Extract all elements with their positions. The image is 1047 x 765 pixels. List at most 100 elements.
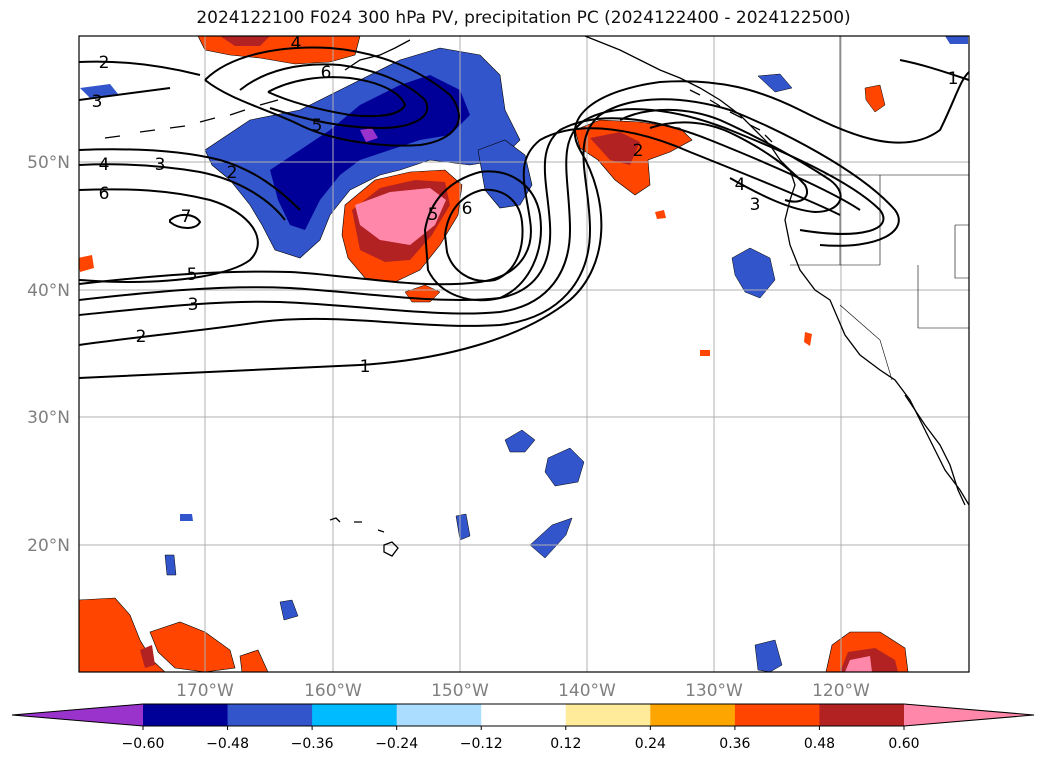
lon-label-120w: 120°W	[812, 681, 870, 701]
contour-east-inner2	[649, 121, 808, 203]
colorbar-segment	[143, 704, 229, 726]
colorbar-segment	[481, 704, 567, 726]
colorbar-tick-label: −0.48	[206, 736, 249, 752]
contour-label-1b: 1	[948, 69, 959, 89]
contour-label-2d: 2	[633, 141, 644, 161]
colorbar-tick-label: 0.36	[719, 736, 750, 752]
pos-precip-sw3	[239, 649, 269, 672]
contour-east-inner	[619, 108, 842, 214]
neg-precip-2	[544, 447, 585, 487]
colorbar-tick-label: −0.36	[291, 736, 334, 752]
contour-3	[79, 108, 885, 316]
contour-label-4c: 4	[735, 175, 746, 195]
lon-label-140w: 140°W	[558, 681, 616, 701]
latitude-labels: 50°N 40°N 30°N 20°N	[27, 153, 70, 556]
map-title: 2024122100 F024 300 hPa PV, precipitatio…	[196, 8, 851, 28]
contour-label-2b: 2	[227, 163, 238, 183]
contour-label-3b: 3	[155, 155, 166, 175]
bc-islands	[689, 89, 773, 143]
contour-label-3: 3	[188, 295, 199, 315]
pv-contours	[79, 46, 969, 379]
colorbar-extend-min	[12, 704, 143, 726]
contour-4	[79, 117, 861, 302]
colorbar-tick-label: −0.24	[375, 736, 418, 752]
contour-north-3	[267, 76, 407, 118]
contour-1	[79, 71, 969, 379]
colorbar-tick-label: 0.12	[550, 736, 581, 752]
contour-label-4: 4	[99, 155, 110, 175]
contour-label-5: 5	[187, 265, 198, 285]
contour-nw2	[79, 87, 171, 101]
pos-precip-se3	[845, 656, 872, 672]
contour-6	[79, 188, 259, 284]
colorbar-segment	[734, 704, 820, 726]
neg-precip-3	[529, 517, 573, 559]
contour-w-3	[79, 148, 301, 211]
neg-precip-11	[80, 84, 118, 98]
contour-ne	[899, 59, 969, 81]
lon-label-130w: 130°W	[685, 681, 743, 701]
map-frame	[78, 35, 970, 673]
pos-precip-tiny2	[804, 332, 812, 346]
pos-precip-dot3	[864, 84, 886, 113]
contour-2	[79, 98, 900, 346]
lon-label-150w: 150°W	[431, 681, 489, 701]
neg-precip-8	[754, 639, 783, 672]
pos-precip-dot2	[79, 255, 94, 272]
contour-label-5c: 5	[428, 205, 439, 225]
contour-low-center	[423, 170, 542, 302]
neg-precip-off-ca	[731, 247, 776, 299]
north-america-coast	[584, 36, 969, 506]
borders	[790, 36, 969, 381]
hawaii-islands	[329, 517, 399, 557]
lat-label-20n: 20°N	[27, 536, 70, 556]
neg-precip-6	[164, 554, 177, 576]
neg-precip-7	[180, 514, 193, 521]
colorbar-tick-label: 0.60	[888, 736, 919, 752]
contour-label-1: 1	[360, 357, 371, 377]
contour-north-1	[204, 46, 460, 147]
lon-label-160w: 160°W	[304, 681, 362, 701]
colorbar-segment	[312, 704, 398, 726]
neg-precip-peak	[360, 128, 378, 142]
neg-precip-9	[757, 73, 793, 93]
contour-label-4b: 4	[291, 34, 302, 54]
contour-label-2: 2	[136, 327, 147, 347]
aleutian-islands	[104, 99, 279, 139]
colorbar: −0.60 −0.48 −0.36 −0.24 −0.12 0.12 0.24 0.36 0.4…	[11, 703, 1035, 752]
contour-low-inner	[443, 188, 524, 282]
contour-labels: 1 2 3 4 5 6 7 3 2 2 3 4 6 5 5 6 2 4 3 1	[92, 34, 959, 377]
pos-precip-dot	[655, 210, 666, 219]
contour-label-6b: 6	[321, 63, 332, 83]
contour-label-3d: 3	[750, 195, 761, 215]
lat-label-30n: 30°N	[27, 408, 70, 428]
pos-precip-east-core	[590, 132, 640, 165]
coastlines	[104, 36, 969, 557]
alaska-coast	[344, 39, 411, 71]
colorbar-segment	[565, 704, 651, 726]
contour-label-7: 7	[181, 207, 192, 227]
colorbar-segment	[819, 704, 905, 726]
contour-5	[79, 127, 841, 286]
contour-label-3c: 3	[92, 92, 103, 112]
contour-label-6: 6	[99, 184, 110, 204]
colorbar-segment	[227, 704, 313, 726]
precip-shading	[79, 36, 968, 672]
contour-label-5b: 5	[312, 116, 323, 136]
neg-precip-5	[279, 599, 299, 621]
longitude-labels: 170°W 160°W 150°W 140°W 130°W 120°W	[176, 681, 870, 701]
pos-precip-sw2	[149, 621, 236, 672]
colorbar-tick-label: 0.48	[804, 736, 835, 752]
contour-north-2	[239, 63, 429, 130]
neg-precip-1	[504, 429, 536, 453]
neg-precip-core	[270, 75, 470, 230]
colorbar-tick-label: −0.12	[460, 736, 503, 752]
contour-label-6c: 6	[462, 199, 473, 219]
lat-label-40n: 40°N	[27, 281, 70, 301]
lon-label-170w: 170°W	[176, 681, 234, 701]
colorbar-tick-label: 0.24	[635, 736, 666, 752]
map-background	[79, 36, 969, 672]
pos-precip-peak	[355, 188, 446, 245]
contour-w-4	[79, 163, 286, 221]
